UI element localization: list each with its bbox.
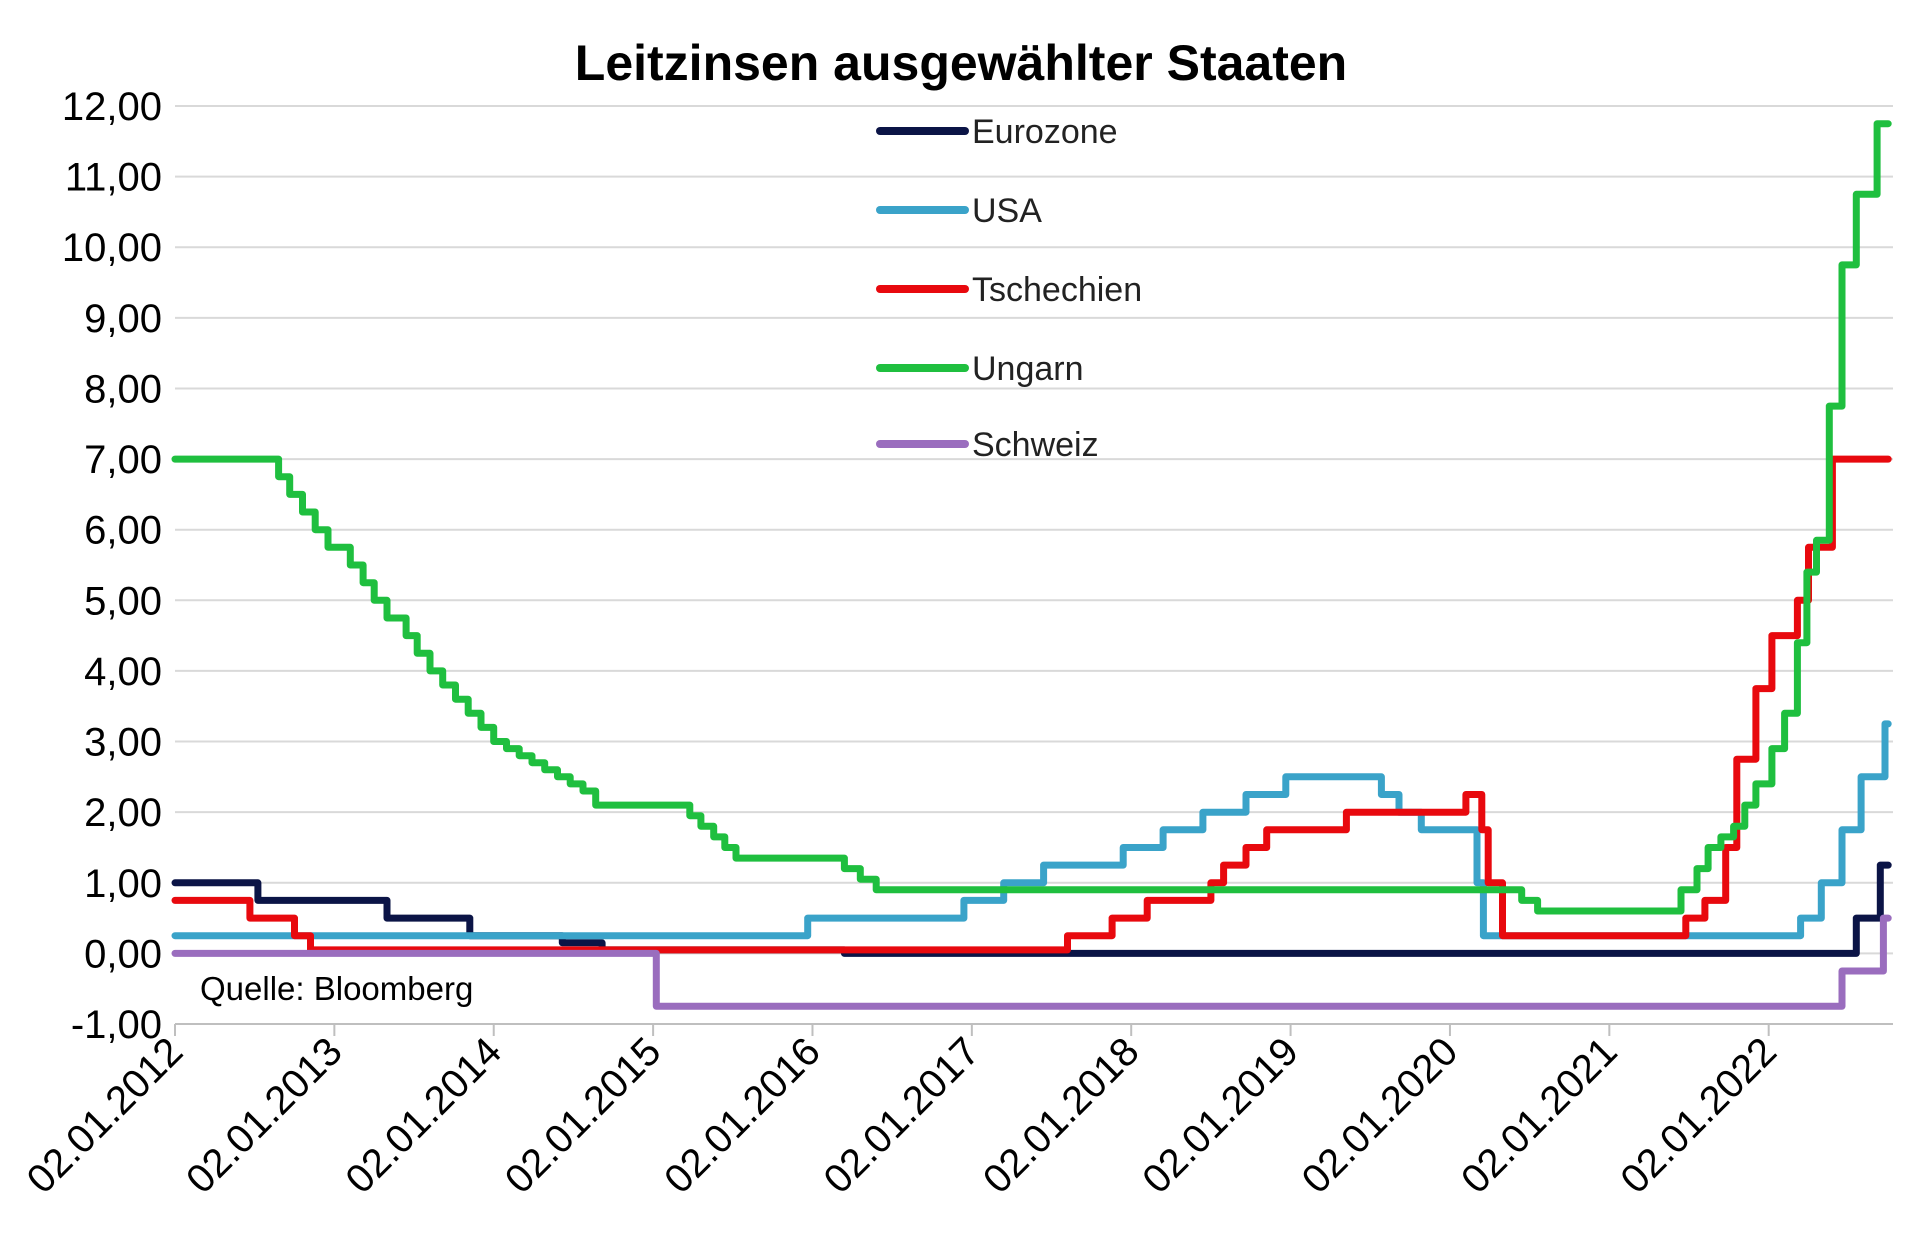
series-line-usa [171, 720, 1892, 940]
y-tick-label: -1,00 [71, 1003, 162, 1047]
y-tick-label: 12,00 [62, 85, 162, 129]
x-tick-label: 02.01.2020 [1294, 1029, 1467, 1202]
x-tick-label: 02.01.2018 [975, 1029, 1148, 1202]
legend-label-tschechien: Tschechien [972, 271, 1142, 309]
series-line-ungarn [171, 120, 1892, 915]
chart-title: Leitzinsen ausgewählter Staaten [575, 35, 1347, 91]
x-tick-label: 02.01.2016 [656, 1029, 829, 1202]
series-line-tschechien [171, 455, 1892, 954]
y-tick-label: 1,00 [84, 862, 162, 906]
y-tick-label: 4,00 [84, 650, 162, 694]
x-tick-label: 02.01.2019 [1134, 1029, 1307, 1202]
y-tick-label: 11,00 [65, 156, 162, 200]
source-note: Quelle: Bloomberg [200, 970, 473, 1007]
legend-label-ungarn: Ungarn [972, 350, 1084, 388]
y-tick-label: 9,00 [84, 297, 162, 341]
y-tick-label: 5,00 [84, 579, 162, 623]
x-tick-label: 02.01.2022 [1612, 1029, 1785, 1202]
x-axis-tick-labels: 02.01.201202.01.201302.01.201402.01.2015… [19, 1023, 1893, 1202]
x-tick-label: 02.01.2017 [816, 1029, 989, 1202]
legend: Eurozone USA Tschechien Ungarn Schweiz [876, 113, 1142, 464]
y-tick-label: 8,00 [84, 367, 162, 411]
y-tick-label: 6,00 [84, 509, 162, 553]
legend-label-schweiz: Schweiz [972, 426, 1099, 464]
y-tick-label: 3,00 [84, 721, 162, 765]
legend-label-usa: USA [972, 192, 1042, 230]
series-line-eurozone [171, 861, 1892, 957]
y-tick-label: 0,00 [84, 932, 162, 976]
y-tick-label: 7,00 [84, 438, 162, 482]
legend-label-eurozone: Eurozone [972, 113, 1118, 151]
x-tick-label: 02.01.2021 [1453, 1029, 1626, 1202]
x-tick-label: 02.01.2015 [497, 1029, 670, 1202]
x-tick-label: 02.01.2012 [19, 1029, 192, 1202]
y-tick-label: 2,00 [84, 791, 162, 835]
y-axis-tick-labels: 12,00 11,00 10,00 9,00 8,00 7,00 6,00 5,00 4,00 3… [62, 85, 162, 1047]
y-tick-label: 10,00 [62, 226, 162, 270]
x-tick-label: 02.01.2013 [178, 1029, 351, 1202]
x-tick-label: 02.01.2014 [337, 1029, 510, 1202]
series-lines [171, 120, 1892, 1010]
series-line-schweiz [171, 914, 1892, 1010]
